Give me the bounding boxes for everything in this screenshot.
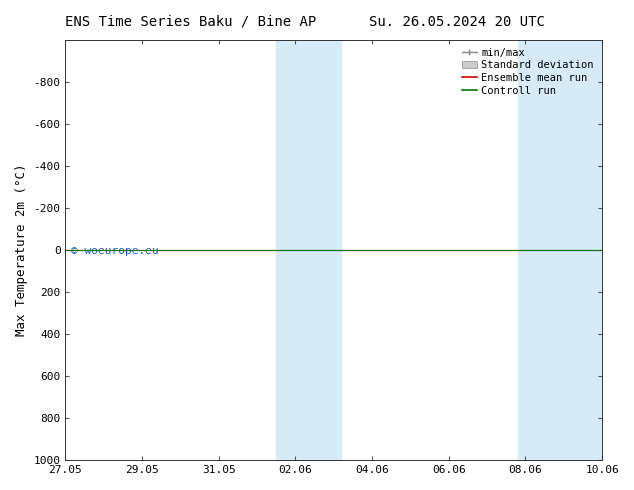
Text: © woeurope.eu: © woeurope.eu (71, 245, 158, 256)
Bar (518, 40, 602, 460)
Y-axis label: Max Temperature 2m (°C): Max Temperature 2m (°C) (15, 164, 28, 336)
Text: Su. 26.05.2024 20 UTC: Su. 26.05.2024 20 UTC (368, 15, 545, 29)
Legend: min/max, Standard deviation, Ensemble mean run, Controll run: min/max, Standard deviation, Ensemble me… (458, 45, 597, 99)
Text: ENS Time Series Baku / Bine AP: ENS Time Series Baku / Bine AP (65, 15, 316, 29)
Bar (276, 40, 342, 460)
